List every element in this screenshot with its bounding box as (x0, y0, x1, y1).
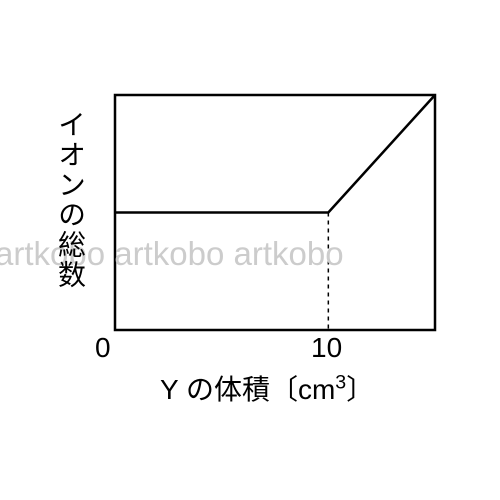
chart-container: artkobo artkobo artkobo イオンの総数 Y の体積〔cm3… (0, 0, 500, 500)
y-axis-label: イオンの総数 (50, 110, 90, 290)
x-axis-label: Y の体積〔cm3〕 (160, 368, 374, 408)
x-axis-label-prefix: Y の体積〔cm (160, 374, 335, 405)
tick-label-10: 10 (311, 332, 342, 364)
tick-label-zero: 0 (95, 332, 111, 364)
x-axis-label-sup: 3 (335, 372, 346, 394)
x-axis-label-suffix: 〕 (346, 374, 374, 405)
